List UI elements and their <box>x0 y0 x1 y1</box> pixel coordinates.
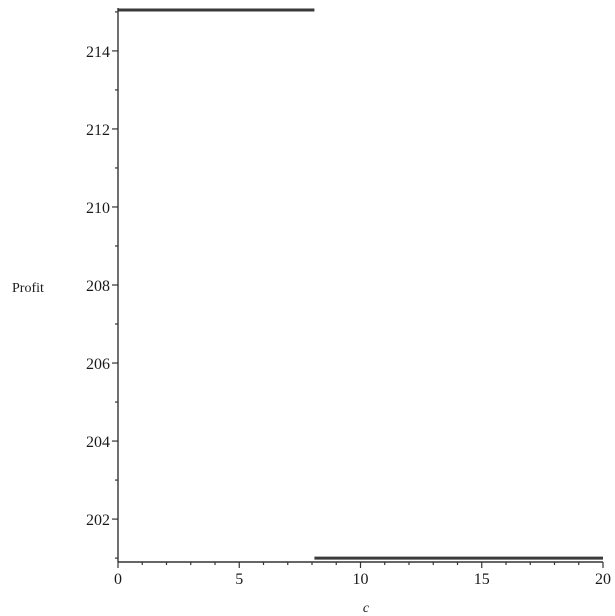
x-tick-label: 5 <box>235 571 243 588</box>
x-tick-label: 15 <box>474 571 490 588</box>
y-axis-title: Profit <box>12 281 44 296</box>
y-tick-label: 208 <box>86 278 110 295</box>
y-tick-label: 212 <box>86 122 110 139</box>
y-tick-label: 206 <box>86 356 110 373</box>
x-tick-label: 0 <box>114 571 122 588</box>
y-tick-label: 210 <box>86 200 110 217</box>
x-tick-label: 20 <box>595 571 611 588</box>
x-tick-label: 10 <box>353 571 369 588</box>
series-layer <box>118 8 603 560</box>
y-tick-label: 204 <box>86 434 110 451</box>
ticks-layer: 0 5 10 15 20 202 204 206 208 210 212 214 <box>86 11 611 588</box>
y-tick-label: 214 <box>86 44 110 61</box>
axes-layer <box>117 8 603 563</box>
y-tick-label: 202 <box>86 512 110 529</box>
x-axis-title: c <box>363 601 370 616</box>
